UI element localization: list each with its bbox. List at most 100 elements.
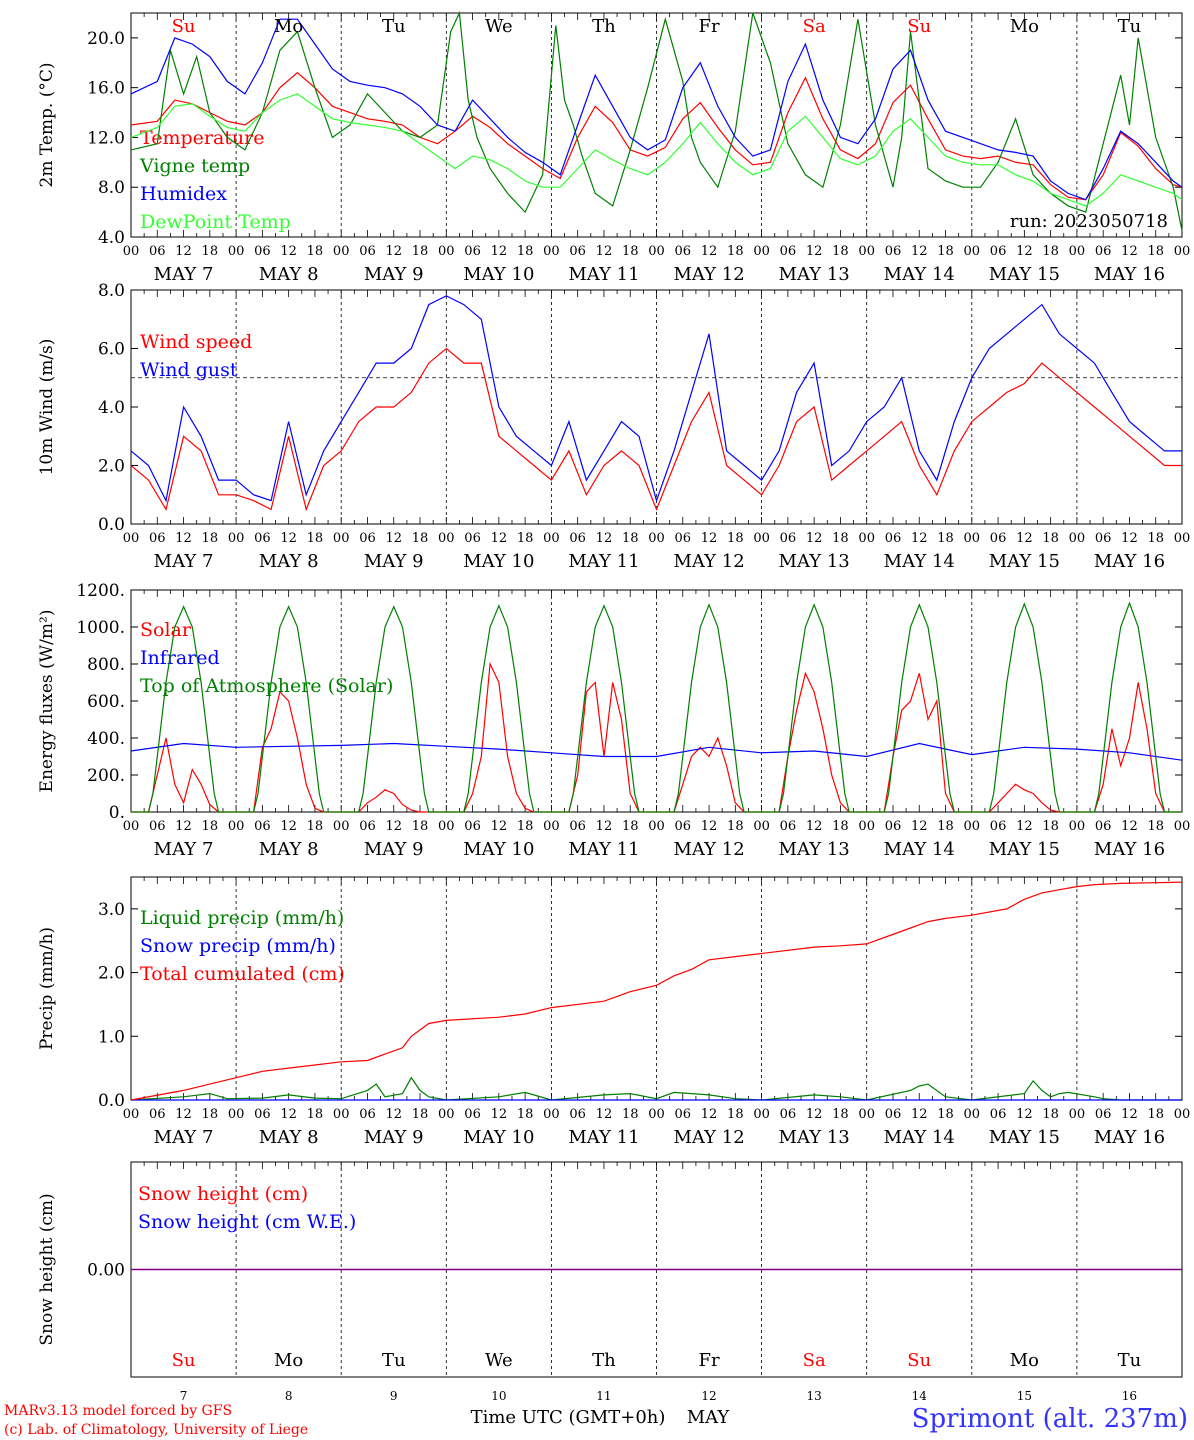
hour-label: 12 xyxy=(385,1107,402,1122)
hour-label: 00 xyxy=(438,1107,455,1122)
hour-label: 06 xyxy=(569,531,586,546)
weekday-label: Fr xyxy=(699,1350,720,1371)
hour-label: 00 xyxy=(228,531,245,546)
month-label: MAY xyxy=(687,1407,731,1428)
day-label: MAY 10 xyxy=(463,264,534,285)
hour-label: 00 xyxy=(1174,1107,1191,1122)
day-label: MAY 7 xyxy=(154,264,214,285)
hour-label: 18 xyxy=(202,1107,219,1122)
hour-label: 12 xyxy=(1121,531,1138,546)
day-number: 10 xyxy=(491,1389,506,1403)
day-label: MAY 14 xyxy=(884,1127,955,1148)
hour-label: 12 xyxy=(701,819,718,834)
y-tick-label: 200. xyxy=(87,766,125,786)
hour-label: 06 xyxy=(885,531,902,546)
day-label: MAY 16 xyxy=(1094,1127,1165,1148)
weekday-label: Mo xyxy=(1010,1350,1039,1371)
chart-panel-4: 0.0 1.0 2.0 3.0 Precip (mm/h) Liquid precip (… xyxy=(37,876,1191,1148)
hour-label: 18 xyxy=(937,244,954,259)
hour-label: 06 xyxy=(780,531,797,546)
hour-label: 12 xyxy=(385,531,402,546)
hour-label: 00 xyxy=(753,244,770,259)
hour-label: 00 xyxy=(1069,1107,1086,1122)
hour-label: 00 xyxy=(438,819,455,834)
hour-label: 00 xyxy=(858,1107,875,1122)
station-name: Sprimont (alt. 237m) xyxy=(912,1404,1188,1434)
hour-label: 12 xyxy=(806,1107,823,1122)
weekday-label: Fr xyxy=(699,16,720,37)
legend-entry: Liquid precip (mm/h) xyxy=(140,907,344,929)
hour-label: 12 xyxy=(701,244,718,259)
hour-label: 06 xyxy=(885,244,902,259)
day-label: MAY 10 xyxy=(463,1127,534,1148)
day-label: MAY 10 xyxy=(463,839,534,860)
hour-label: 18 xyxy=(307,1107,324,1122)
hour-label: 00 xyxy=(648,819,665,834)
hour-label: 12 xyxy=(280,1107,297,1122)
weekday-label: Sa xyxy=(803,16,826,37)
hour-label: 18 xyxy=(832,1107,849,1122)
hour-label: 18 xyxy=(937,1107,954,1122)
hour-label: 06 xyxy=(569,244,586,259)
weekday-label: Su xyxy=(172,1350,196,1371)
day-label: MAY 11 xyxy=(568,839,639,860)
y-tick-label: 1200. xyxy=(76,581,125,601)
hour-label: 12 xyxy=(1016,819,1033,834)
y-tick-label: 20.0 xyxy=(87,29,125,49)
day-label: MAY 9 xyxy=(364,1127,424,1148)
hour-label: 00 xyxy=(438,244,455,259)
day-label: MAY 8 xyxy=(259,551,319,572)
hour-label: 06 xyxy=(569,1107,586,1122)
hour-label: 00 xyxy=(438,531,455,546)
legend-entry: Top of Atmosphere (Solar) xyxy=(140,675,393,697)
legend-entry: Total cumulated (cm) xyxy=(140,963,345,985)
hour-label: 00 xyxy=(333,1107,350,1122)
hour-label: 00 xyxy=(1069,531,1086,546)
day-label: MAY 16 xyxy=(1094,264,1165,285)
legend-entry: Solar xyxy=(140,619,192,641)
hour-label: 06 xyxy=(1095,244,1112,259)
hour-label: 18 xyxy=(1042,244,1059,259)
hour-label: 18 xyxy=(727,819,744,834)
day-label: MAY 16 xyxy=(1094,551,1165,572)
hour-label: 18 xyxy=(1147,1107,1164,1122)
hour-label: 00 xyxy=(543,1107,560,1122)
hour-label: 12 xyxy=(596,531,613,546)
lab-credit: (c) Lab. of Climatology, University of L… xyxy=(4,1422,308,1438)
hour-label: 12 xyxy=(280,819,297,834)
weekday-label: We xyxy=(485,1350,513,1371)
hour-label: 12 xyxy=(596,1107,613,1122)
hour-label: 18 xyxy=(517,819,534,834)
y-axis-title: 10m Wind (m/s) xyxy=(37,339,57,476)
hour-label: 06 xyxy=(149,244,166,259)
hour-label: 00 xyxy=(964,531,981,546)
legend-entry: Infrared xyxy=(140,647,220,669)
hour-label: 12 xyxy=(491,819,508,834)
hour-label: 12 xyxy=(491,1107,508,1122)
hour-label: 06 xyxy=(569,819,586,834)
hour-label: 12 xyxy=(701,1107,718,1122)
hour-label: 12 xyxy=(596,819,613,834)
chart-panel-3: 0. 200. 400. 600. 800. 1000. 1200. Energy fluxe… xyxy=(37,581,1190,860)
weekday-label: Tu xyxy=(382,16,406,37)
hour-label: 18 xyxy=(727,244,744,259)
hour-label: 06 xyxy=(675,244,692,259)
series-line-4-1 xyxy=(130,1076,1182,1101)
hour-label: 00 xyxy=(333,819,350,834)
hour-label: 00 xyxy=(228,244,245,259)
y-tick-label: 8.0 xyxy=(98,178,125,198)
hour-label: 18 xyxy=(202,244,219,259)
hour-label: 12 xyxy=(911,1107,928,1122)
hour-label: 18 xyxy=(202,819,219,834)
hour-label: 06 xyxy=(675,819,692,834)
y-tick-label: 4.0 xyxy=(98,228,125,248)
day-label: MAY 13 xyxy=(779,264,850,285)
hour-label: 06 xyxy=(254,244,271,259)
hour-label: 06 xyxy=(254,531,271,546)
y-tick-label: 2.0 xyxy=(98,964,125,984)
hour-label: 00 xyxy=(228,819,245,834)
hour-label: 12 xyxy=(911,819,928,834)
day-label: MAY 15 xyxy=(989,1127,1060,1148)
day-label: MAY 10 xyxy=(463,551,534,572)
hour-label: 06 xyxy=(149,1107,166,1122)
